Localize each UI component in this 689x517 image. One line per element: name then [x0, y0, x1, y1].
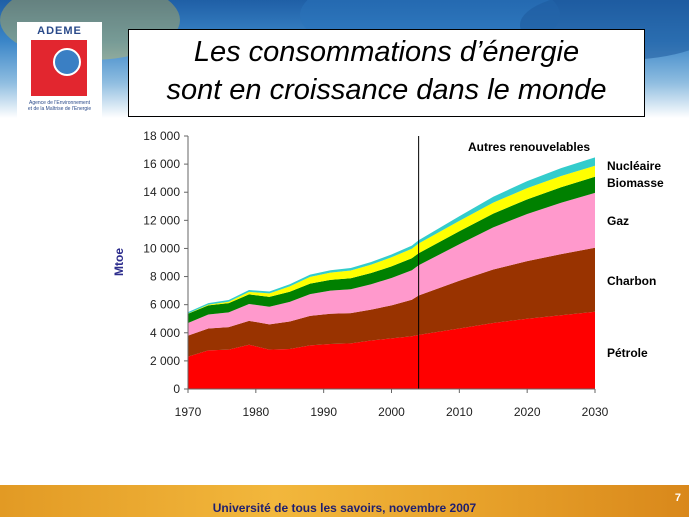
logo-subtitle-line2: et de la Maîtrise de l'Energie	[27, 106, 92, 112]
legend-label-autres-renouvelables: Autres renouvelables	[468, 140, 590, 154]
slide-title-line2: sont en croissance dans le monde	[166, 74, 607, 106]
globe-icon	[53, 48, 81, 76]
y-axis-label: Mtoe	[112, 248, 126, 276]
legend-label-petrole: Pétrole	[607, 346, 648, 360]
area-charbon	[188, 247, 595, 357]
area-biomasse	[188, 176, 595, 323]
y-tick-label: 2 000	[150, 354, 180, 368]
x-tick-label: 1980	[242, 405, 269, 419]
y-tick-label: 6 000	[150, 298, 180, 312]
logo-subtitle: Agence de l'Environnement et de la Maîtr…	[17, 100, 102, 112]
area-autres-renouvelables	[188, 157, 595, 314]
chart-areas	[188, 157, 595, 389]
y-tick-label: 12 000	[143, 213, 180, 227]
legend-label-gaz: Gaz	[607, 214, 629, 228]
x-tick-label: 2000	[378, 405, 405, 419]
y-tick-label: 10 000	[143, 241, 180, 255]
legend-label-biomasse: Biomasse	[607, 176, 664, 190]
area-nucleaire	[188, 165, 595, 314]
y-tick-label: 4 000	[150, 326, 180, 340]
x-ticks: 1970 1980 1990 2000 2010 2020 2030	[175, 389, 609, 419]
logo-square	[31, 40, 87, 96]
slide-title: Les consommations d’énergie sont en croi…	[128, 29, 645, 117]
ademe-logo: ADEME Agence de l'Environnement et de la…	[17, 22, 102, 120]
logo-name: ADEME	[37, 25, 82, 37]
x-tick-label: 1990	[310, 405, 337, 419]
legend-label-charbon: Charbon	[607, 274, 656, 288]
y-tick-label: 18 000	[143, 129, 180, 143]
y-ticks: 0 2 000 4 000 6 000 8 000 10 000 12 000 14 000 1…	[143, 129, 188, 396]
x-tick-label: 1970	[175, 405, 202, 419]
x-tick-label: 2020	[514, 405, 541, 419]
area-gaz	[188, 192, 595, 336]
y-tick-label: 0	[173, 382, 180, 396]
y-tick-label: 8 000	[150, 270, 180, 284]
y-tick-label: 14 000	[143, 185, 180, 199]
chart-legend: Pétrole Charbon Gaz Biomasse Nucléaire Autres…	[468, 140, 664, 360]
x-tick-label: 2010	[446, 405, 473, 419]
footer-text: Université de tous les savoirs, novembre…	[212, 501, 477, 515]
page-number: 7	[674, 492, 681, 504]
footer-banner: Université de tous les savoirs, novembre…	[0, 485, 689, 517]
slide-title-line1: Les consommations d’énergie	[193, 36, 580, 68]
logo-subtitle-line1: Agence de l'Environnement	[29, 100, 90, 106]
legend-label-nucleaire: Nucléaire	[607, 159, 661, 173]
x-tick-label: 2030	[582, 405, 609, 419]
y-tick-label: 16 000	[143, 157, 180, 171]
area-petrole	[188, 311, 595, 389]
